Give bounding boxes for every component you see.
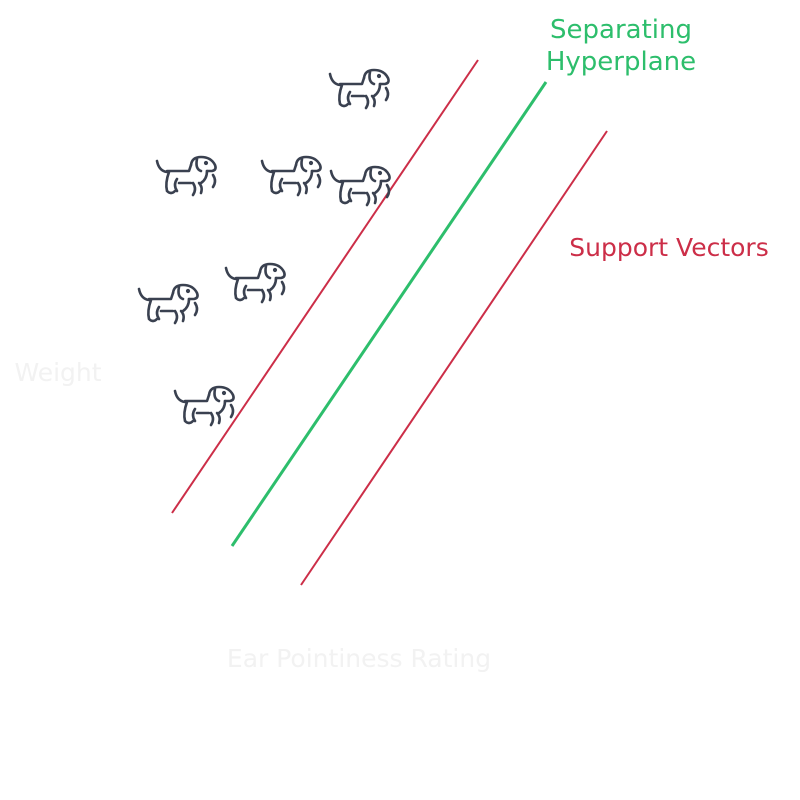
dog-icon: [137, 283, 199, 325]
dog-icon: [224, 262, 286, 304]
support-vectors-label: Support Vectors: [569, 233, 768, 262]
dog-icon: [173, 385, 235, 427]
upper-support-vector-line: [171, 59, 479, 514]
lower-support-vector-line: [300, 130, 608, 586]
x-axis-label: Ear Pointiness Rating: [227, 644, 491, 673]
hyperplane-label-line1: Separating: [550, 15, 692, 45]
y-axis-label: Weight: [14, 358, 101, 387]
dog-icon: [329, 165, 391, 207]
separating-hyperplane-line: [230, 81, 548, 547]
hyperplane-label-line2: Hyperplane: [546, 47, 696, 77]
dog-icon: [260, 155, 322, 197]
dog-icon: [155, 155, 217, 197]
dog-icon: [328, 68, 390, 110]
